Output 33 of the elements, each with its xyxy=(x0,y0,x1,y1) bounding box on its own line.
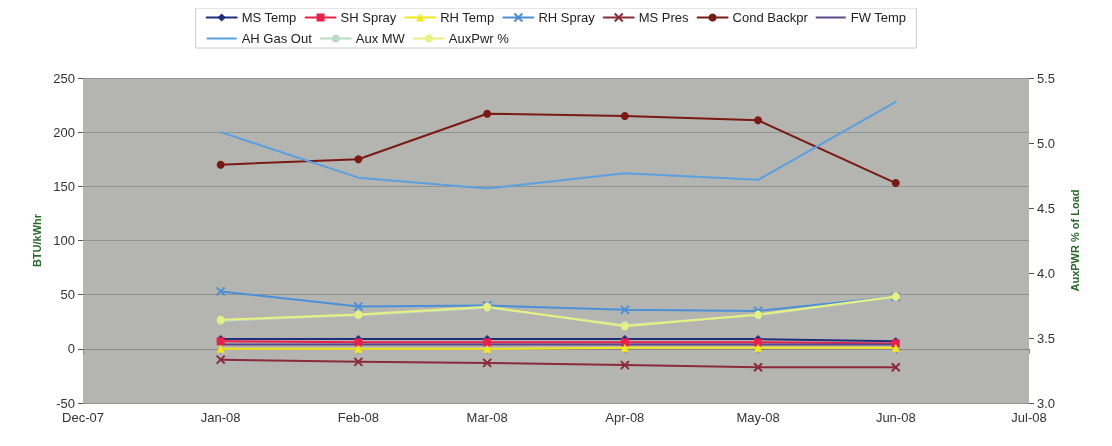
y2-tick-label: 5.0 xyxy=(1037,135,1056,151)
y-tick-label: 50 xyxy=(60,287,75,303)
y2-tick-label: 4.0 xyxy=(1037,265,1056,281)
legend-label: Cond Backpr xyxy=(732,10,809,25)
y2-tick-label: 5.5 xyxy=(1037,70,1056,86)
legend-label: SH Spray xyxy=(340,10,397,25)
y-axis-title: BTU/kWhr xyxy=(30,213,43,268)
x-tick-label: Jan-08 xyxy=(200,410,241,425)
x-tick-label: Apr-08 xyxy=(605,410,645,425)
legend-label: AuxPwr % xyxy=(448,31,510,46)
legend-label: MS Pres xyxy=(638,10,690,25)
y-tick-label: -50 xyxy=(56,395,75,411)
y2-axis-title: AuxPWR % of Load xyxy=(1068,189,1081,292)
x-tick-label: Dec-07 xyxy=(62,410,104,425)
legend-label: RH Temp xyxy=(440,10,495,25)
y2-tick-label: 3.0 xyxy=(1037,395,1056,411)
y2-tick-label: 3.5 xyxy=(1037,330,1056,346)
legend-label: AH Gas Out xyxy=(241,31,313,46)
y-tick-label: 150 xyxy=(53,178,75,194)
y2-tick-label: 4.5 xyxy=(1037,200,1056,216)
x-tick-label: May-08 xyxy=(736,410,780,425)
x-tick-label: Jul-08 xyxy=(1011,410,1047,425)
y-tick-label: 250 xyxy=(53,70,75,86)
legend-label: FW Temp xyxy=(850,10,907,25)
legend-label: MS Temp xyxy=(241,10,297,25)
y-tick-label: 0 xyxy=(67,341,75,357)
y-tick-label: 200 xyxy=(53,124,75,140)
y-tick-label: 100 xyxy=(53,233,75,248)
legend-label: RH Spray xyxy=(538,10,596,25)
x-tick-label: Mar-08 xyxy=(466,410,508,425)
x-tick-label: Jun-08 xyxy=(875,410,916,425)
legend-label: Aux MW xyxy=(355,31,406,46)
x-tick-label: Feb-08 xyxy=(337,410,379,425)
